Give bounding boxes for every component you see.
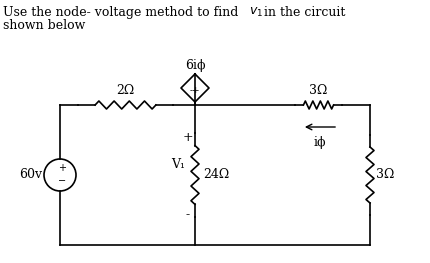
Text: 3Ω: 3Ω: [309, 84, 327, 97]
Text: Use the node- voltage method to find: Use the node- voltage method to find: [3, 6, 242, 19]
Text: +: +: [182, 130, 193, 144]
Text: V₁: V₁: [171, 159, 184, 171]
Text: 60v: 60v: [19, 169, 42, 181]
Text: 3Ω: 3Ω: [375, 169, 393, 181]
Text: shown below: shown below: [3, 19, 85, 32]
Text: iϕ: iϕ: [313, 136, 326, 149]
Text: in the circuit: in the circuit: [259, 6, 344, 19]
Text: 24Ω: 24Ω: [203, 169, 229, 181]
Text: $v_1$: $v_1$: [249, 6, 263, 19]
Text: 6iϕ: 6iϕ: [184, 59, 205, 72]
Text: -: -: [185, 209, 190, 221]
Text: +: +: [58, 163, 66, 173]
Text: -+: -+: [189, 85, 200, 94]
Text: −: −: [58, 176, 66, 186]
Text: 2Ω: 2Ω: [116, 84, 134, 97]
